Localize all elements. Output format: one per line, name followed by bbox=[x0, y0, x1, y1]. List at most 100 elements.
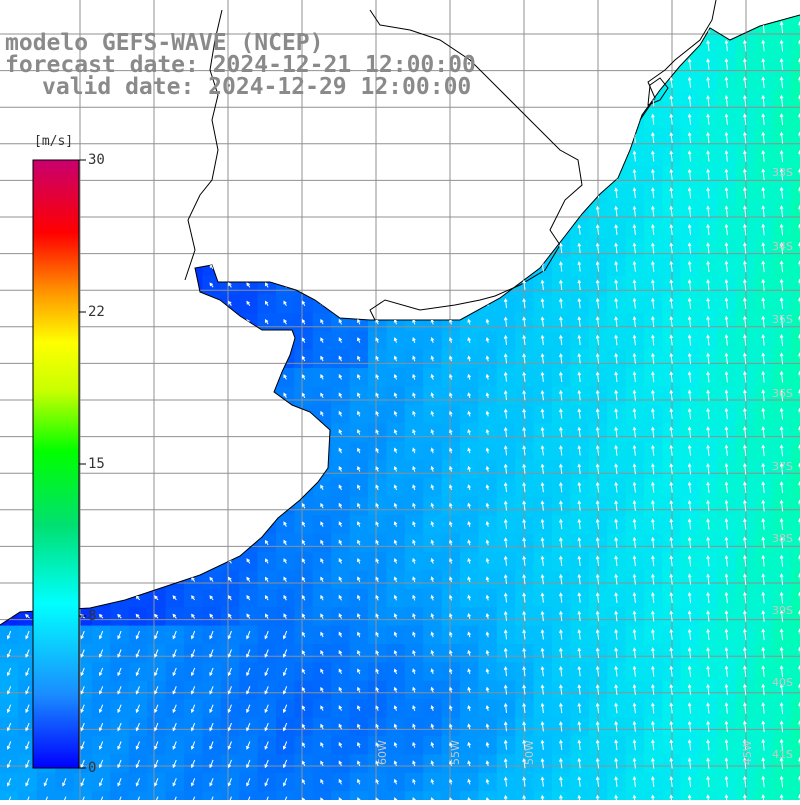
wind-arrow bbox=[485, 631, 490, 638]
wind-arrow bbox=[246, 282, 251, 288]
wind-arrow bbox=[706, 775, 710, 788]
wind-arrow bbox=[743, 757, 747, 769]
wind-arrow bbox=[559, 684, 563, 695]
wind-arrow bbox=[301, 686, 306, 693]
wind-arrow bbox=[375, 760, 379, 767]
wind-arrow bbox=[503, 647, 508, 658]
wind-arrow bbox=[632, 573, 637, 585]
wind-arrow bbox=[172, 613, 177, 619]
wind-arrow bbox=[761, 113, 766, 125]
wind-arrow bbox=[577, 665, 582, 677]
wind-arrow bbox=[282, 722, 288, 732]
wind-arrow bbox=[651, 628, 655, 640]
wind-arrow bbox=[172, 595, 177, 601]
wind-arrow bbox=[264, 704, 269, 714]
wind-arrow bbox=[724, 150, 729, 162]
wind-arrow bbox=[540, 408, 545, 419]
wind-arrow bbox=[172, 667, 177, 677]
wind-arrow bbox=[246, 722, 251, 732]
wind-arrow bbox=[595, 205, 600, 217]
wind-arrow bbox=[135, 741, 140, 750]
wind-arrow bbox=[614, 720, 619, 732]
wind-arrow bbox=[743, 481, 747, 493]
wind-arrow bbox=[614, 757, 619, 769]
wind-arrow bbox=[779, 444, 784, 457]
wind-arrow bbox=[227, 741, 232, 750]
wind-arrow bbox=[724, 775, 729, 788]
wind-arrow bbox=[190, 649, 196, 658]
wind-arrow bbox=[779, 701, 784, 714]
wind-arrow bbox=[779, 297, 784, 310]
wind-arrow bbox=[614, 794, 619, 800]
wind-arrow bbox=[669, 426, 674, 438]
wind-arrow bbox=[338, 594, 343, 601]
wind-arrow bbox=[246, 300, 251, 306]
wind-speed-cell bbox=[349, 791, 369, 800]
wind-arrow bbox=[743, 646, 747, 659]
wind-arrow bbox=[669, 463, 674, 475]
wind-arrow bbox=[595, 242, 600, 254]
wind-arrow bbox=[761, 481, 766, 493]
wind-arrow bbox=[743, 58, 747, 70]
wind-arrow bbox=[632, 260, 637, 272]
wind-arrow bbox=[614, 481, 619, 493]
wind-arrow bbox=[375, 631, 379, 638]
wind-arrow bbox=[706, 58, 710, 70]
title-valid-date: valid date: 2024-12-29 12:00:00 bbox=[42, 74, 472, 100]
wind-arrow bbox=[743, 278, 747, 291]
wind-arrow bbox=[651, 205, 655, 217]
wind-arrow bbox=[338, 447, 343, 454]
wind-arrow bbox=[172, 741, 177, 750]
wind-arrow bbox=[449, 741, 453, 748]
wind-arrow bbox=[522, 794, 527, 800]
wind-arrow bbox=[301, 778, 306, 785]
wind-arrow bbox=[540, 353, 545, 364]
wind-arrow bbox=[559, 279, 563, 290]
wind-arrow bbox=[393, 594, 398, 601]
wind-arrow bbox=[540, 573, 545, 585]
wind-arrow bbox=[651, 187, 655, 199]
wind-arrow bbox=[761, 389, 766, 401]
wind-arrow bbox=[779, 720, 784, 733]
wind-arrow bbox=[357, 429, 361, 435]
wind-arrow bbox=[632, 316, 637, 327]
wind-arrow bbox=[264, 282, 269, 288]
wind-arrow bbox=[117, 613, 122, 619]
wind-arrow bbox=[779, 407, 784, 420]
wind-arrow bbox=[301, 668, 306, 675]
wind-speed-cell bbox=[441, 791, 461, 800]
wind-arrow bbox=[614, 739, 619, 751]
wind-arrow bbox=[595, 665, 600, 677]
wind-arrow bbox=[651, 518, 655, 530]
wind-arrow bbox=[375, 539, 379, 546]
wind-arrow bbox=[614, 628, 619, 640]
wind-arrow bbox=[412, 631, 416, 638]
wind-arrow bbox=[320, 742, 324, 748]
wind-arrow bbox=[559, 481, 563, 493]
wind-speed-cell bbox=[791, 423, 800, 443]
wind-arrow bbox=[282, 778, 288, 787]
wind-arrow bbox=[522, 426, 527, 438]
wind-arrow bbox=[467, 741, 471, 748]
wind-arrow bbox=[338, 797, 343, 800]
wind-arrow bbox=[614, 260, 619, 272]
wind-arrow bbox=[6, 778, 12, 787]
lat-label: 35S bbox=[772, 313, 793, 326]
wind-arrow bbox=[301, 613, 306, 619]
wind-arrow bbox=[430, 723, 435, 730]
wind-arrow bbox=[467, 705, 471, 711]
wind-arrow bbox=[577, 684, 582, 695]
wind-arrow bbox=[301, 539, 306, 546]
wind-arrow bbox=[761, 628, 766, 641]
wind-arrow bbox=[209, 778, 214, 787]
wind-speed-cell bbox=[791, 184, 800, 203]
wind-arrow bbox=[393, 447, 398, 454]
wind-arrow bbox=[559, 334, 563, 346]
wind-arrow bbox=[669, 591, 674, 604]
wind-arrow bbox=[779, 573, 784, 586]
wind-arrow bbox=[577, 739, 582, 750]
wind-arrow bbox=[467, 686, 471, 693]
wind-arrow bbox=[761, 168, 766, 181]
wind-arrow bbox=[282, 741, 288, 750]
